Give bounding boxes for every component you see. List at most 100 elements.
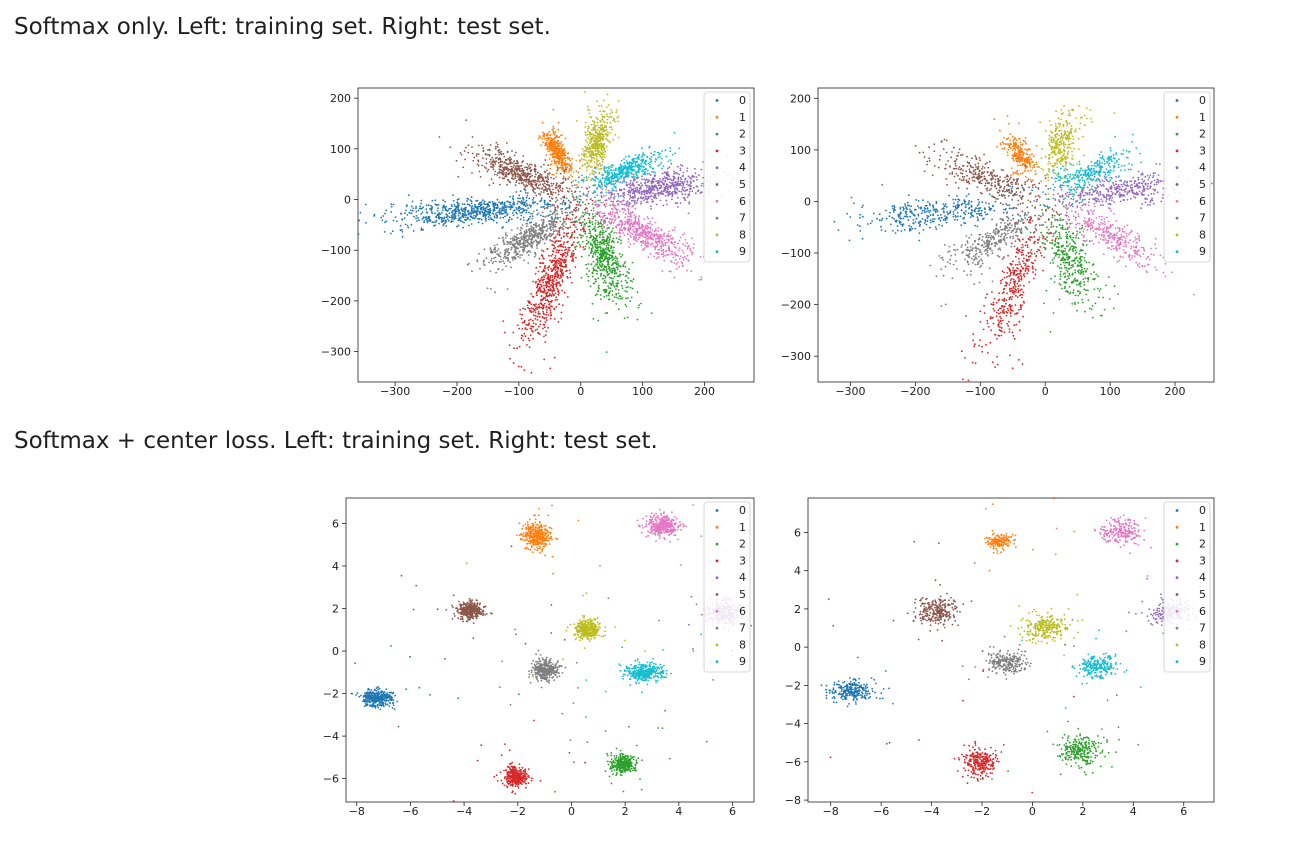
point bbox=[650, 228, 652, 230]
point bbox=[656, 258, 658, 260]
point bbox=[682, 165, 684, 167]
point bbox=[565, 223, 567, 225]
point bbox=[518, 166, 520, 168]
point bbox=[453, 215, 455, 217]
point bbox=[580, 229, 582, 231]
point bbox=[548, 139, 550, 141]
point bbox=[555, 192, 557, 194]
point bbox=[640, 182, 642, 184]
point bbox=[514, 257, 516, 259]
point bbox=[565, 165, 567, 167]
point bbox=[598, 150, 600, 152]
point bbox=[530, 170, 532, 172]
point bbox=[599, 260, 601, 262]
point bbox=[609, 250, 611, 252]
point bbox=[615, 294, 617, 296]
point bbox=[669, 181, 671, 183]
point bbox=[558, 129, 560, 131]
point bbox=[518, 195, 520, 197]
point bbox=[547, 299, 549, 301]
point bbox=[549, 293, 551, 295]
point-cloud bbox=[340, 91, 742, 415]
point bbox=[608, 198, 610, 200]
point bbox=[552, 227, 554, 229]
point bbox=[467, 152, 469, 154]
point bbox=[587, 109, 589, 111]
point bbox=[529, 176, 531, 178]
point bbox=[545, 334, 547, 336]
point bbox=[605, 270, 607, 272]
point bbox=[514, 209, 516, 211]
point bbox=[674, 252, 676, 254]
point bbox=[408, 194, 410, 196]
point bbox=[549, 226, 551, 228]
point bbox=[580, 223, 582, 225]
point bbox=[487, 169, 489, 171]
point bbox=[568, 200, 570, 202]
point bbox=[571, 255, 573, 257]
point bbox=[597, 221, 599, 223]
point bbox=[644, 182, 646, 184]
point bbox=[499, 213, 501, 215]
point bbox=[532, 326, 534, 328]
point bbox=[656, 238, 658, 240]
point bbox=[551, 205, 553, 207]
point bbox=[571, 193, 573, 195]
point bbox=[496, 157, 498, 159]
point bbox=[688, 201, 690, 203]
point bbox=[435, 221, 437, 223]
point bbox=[629, 198, 631, 200]
point bbox=[558, 303, 560, 305]
point bbox=[648, 180, 650, 182]
point bbox=[365, 222, 367, 224]
point bbox=[507, 213, 509, 215]
point bbox=[602, 232, 604, 234]
point bbox=[558, 186, 560, 188]
point bbox=[545, 230, 547, 232]
point bbox=[440, 217, 442, 219]
point bbox=[544, 318, 546, 320]
point bbox=[538, 304, 540, 306]
point bbox=[473, 208, 475, 210]
point bbox=[491, 252, 493, 254]
point bbox=[546, 319, 548, 321]
point bbox=[619, 271, 621, 273]
point bbox=[684, 187, 686, 189]
point bbox=[625, 287, 627, 289]
point bbox=[596, 129, 598, 131]
point bbox=[476, 214, 478, 216]
point bbox=[552, 254, 554, 256]
point bbox=[555, 142, 557, 144]
point bbox=[535, 282, 537, 284]
point bbox=[569, 270, 571, 272]
point bbox=[526, 169, 528, 171]
point bbox=[506, 201, 508, 203]
point bbox=[636, 240, 638, 242]
point bbox=[611, 213, 613, 215]
point bbox=[625, 304, 627, 306]
point bbox=[498, 154, 500, 156]
point bbox=[591, 137, 593, 139]
point bbox=[529, 216, 531, 218]
point bbox=[544, 200, 546, 202]
point bbox=[499, 168, 501, 170]
point bbox=[657, 234, 659, 236]
point bbox=[597, 150, 599, 152]
point bbox=[520, 232, 522, 234]
point bbox=[514, 155, 516, 157]
point bbox=[563, 155, 565, 157]
point bbox=[663, 245, 665, 247]
point bbox=[618, 216, 620, 218]
point bbox=[598, 226, 600, 228]
point bbox=[536, 181, 538, 183]
point bbox=[544, 189, 546, 191]
point bbox=[569, 226, 571, 228]
point bbox=[624, 194, 626, 196]
point bbox=[411, 205, 413, 207]
point bbox=[607, 263, 609, 265]
point bbox=[534, 304, 536, 306]
point bbox=[490, 270, 492, 272]
point bbox=[625, 297, 627, 299]
point bbox=[561, 279, 563, 281]
point bbox=[687, 248, 689, 250]
